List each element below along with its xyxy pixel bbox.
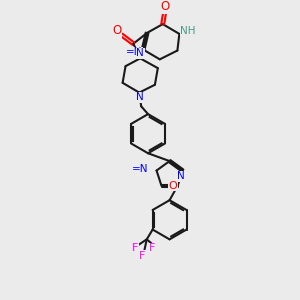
Text: N: N <box>136 49 144 58</box>
Text: =N: =N <box>132 164 149 174</box>
Text: F: F <box>139 251 145 261</box>
Text: O: O <box>112 25 122 38</box>
Text: N: N <box>136 92 144 103</box>
Text: O: O <box>168 181 177 191</box>
Text: F: F <box>148 243 155 253</box>
Text: =N: =N <box>126 47 142 58</box>
Text: NH: NH <box>180 26 196 36</box>
Text: F: F <box>132 243 138 253</box>
Text: O: O <box>160 0 169 13</box>
Text: N: N <box>177 171 184 182</box>
